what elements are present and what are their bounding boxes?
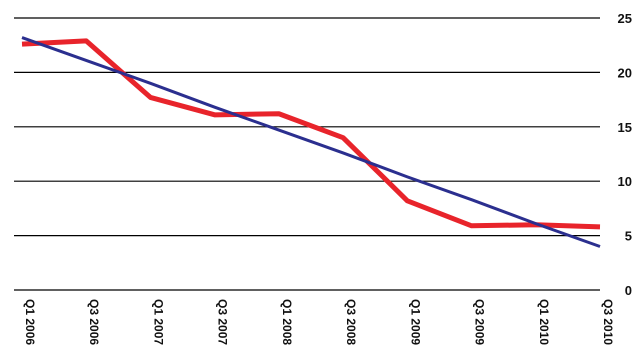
y-tick-label: 15: [618, 120, 632, 135]
y-tick-label: 0: [625, 283, 632, 298]
y-axis-ticks: 0 5 10 15 20 25: [618, 11, 632, 298]
y-tick-label: 10: [618, 174, 632, 189]
x-axis-ticks: Q1 2006 Q3 2006 Q1 2007 Q3 2007 Q1 2008 Q3 20…: [23, 299, 615, 345]
series: [21, 36, 601, 248]
x-tick-label: Q3 2010: [601, 299, 615, 345]
x-tick-label: Q3 2008: [344, 299, 358, 345]
x-tick-label: Q1 2008: [280, 299, 294, 345]
x-tick-label: Q1 2009: [408, 299, 422, 345]
x-tick-label: Q1 2007: [151, 299, 165, 345]
data-line: [21, 38, 601, 230]
grid: [14, 17, 600, 291]
x-tick-label: Q1 2006: [23, 299, 37, 345]
x-tick-label: Q3 2007: [216, 299, 230, 345]
x-tick-label: Q3 2006: [87, 299, 101, 345]
trend-line: [21, 36, 601, 248]
y-tick-label: 5: [625, 229, 632, 244]
y-tick-label: 25: [618, 11, 632, 26]
x-tick-label: Q1 2010: [537, 299, 551, 345]
x-tick-label: Q3 2009: [473, 299, 487, 345]
y-tick-label: 20: [618, 65, 632, 80]
